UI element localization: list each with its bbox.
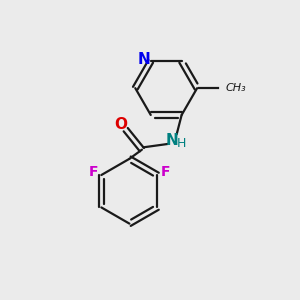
Text: H: H (176, 137, 186, 150)
Text: N: N (138, 52, 151, 67)
Text: O: O (114, 117, 127, 132)
Text: CH₃: CH₃ (225, 82, 246, 93)
Text: N: N (166, 134, 178, 148)
Text: F: F (88, 165, 98, 179)
Text: F: F (161, 165, 170, 179)
